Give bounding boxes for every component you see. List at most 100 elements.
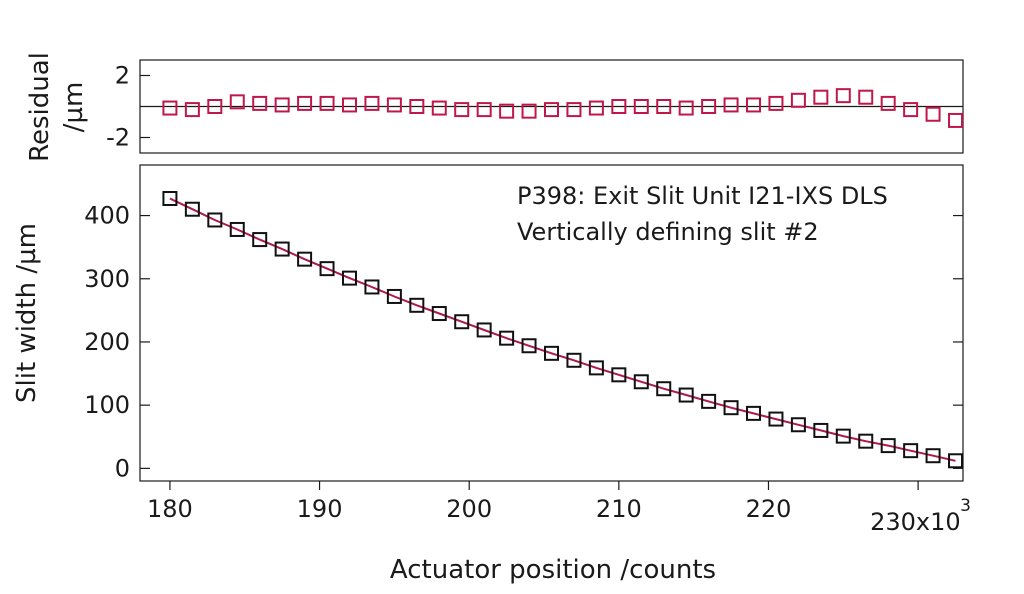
residual-panel: 2 -2 Residual /µm: [25, 52, 964, 162]
data-marker: [813, 422, 829, 438]
x-tick-label: 190: [297, 495, 343, 523]
residual-marker: [948, 112, 964, 128]
data-marker: [386, 288, 402, 304]
residual-marker: [588, 100, 604, 116]
x-axis-label: Actuator position /counts: [390, 555, 716, 585]
data-marker: [656, 381, 672, 397]
annotation-line1: P398: Exit Slit Unit I21-IXS DLS: [517, 182, 888, 210]
x-tick-label: 200: [446, 495, 492, 523]
data-marker: [499, 330, 515, 346]
residual-marker: [566, 102, 582, 118]
data-marker: [521, 338, 537, 354]
residual-marker: [656, 99, 672, 114]
residual-marker: [723, 97, 739, 113]
residual-marker: [746, 97, 762, 113]
data-marker: [544, 345, 559, 361]
data-marker: [903, 443, 919, 459]
residual-marker: [701, 99, 717, 114]
main-y-ticks: 0 100 200 300 400: [84, 202, 963, 482]
data-marker: [207, 212, 223, 228]
residual-marker: [364, 95, 380, 111]
data-marker: [948, 453, 964, 469]
data-marker: [858, 433, 874, 449]
residual-marker: [499, 103, 515, 119]
residual-marker: [297, 95, 313, 111]
residual-marker: [768, 95, 784, 111]
residual-marker: [274, 97, 290, 113]
residual-marker: [880, 95, 896, 111]
main-y-tick-label: 100: [84, 391, 130, 419]
data-marker: [252, 232, 268, 248]
data-marker: [611, 367, 627, 383]
residual-marker: [252, 95, 268, 111]
residual-marker: [409, 99, 425, 114]
data-marker: [364, 279, 380, 295]
residual-marker: [207, 99, 223, 114]
residual-marker: [813, 89, 829, 105]
residual-y-ticks: 2 -2: [106, 62, 150, 152]
residual-marker: [835, 88, 851, 104]
residual-marker: [476, 102, 492, 118]
residual-marker: [611, 99, 627, 114]
data-marker: [880, 438, 896, 454]
data-marker: [297, 251, 313, 267]
data-marker: [319, 261, 335, 277]
data-marker: [925, 448, 941, 464]
data-marker: [274, 241, 290, 257]
data-marker: [162, 190, 178, 206]
fit-curve: [169, 197, 956, 462]
residual-marker: [184, 102, 200, 118]
data-marker: [835, 428, 851, 444]
data-marker: [768, 411, 784, 427]
x-tick-label-last: 230x10: [870, 508, 961, 536]
main-plot-frame: [139, 164, 964, 482]
residual-marker: [521, 103, 537, 119]
data-marker: [701, 393, 717, 409]
residual-marker: [431, 100, 447, 116]
data-marker: [566, 352, 582, 368]
residual-ylabel-line1: Residual: [25, 52, 55, 162]
main-y-tick-label: 200: [84, 328, 130, 356]
data-marker: [678, 387, 694, 403]
residual-marker: [903, 102, 919, 118]
data-marker: [476, 322, 492, 338]
x-tick-label: 180: [147, 495, 193, 523]
residual-marker: [319, 95, 335, 111]
residual-marker: [790, 92, 806, 108]
data-marker: [790, 417, 806, 433]
data-marker: [229, 221, 245, 237]
residual-markers: [162, 88, 964, 128]
main-y-tick-label: 300: [84, 265, 130, 293]
x-tick-label: 220: [746, 495, 792, 523]
main-y-tick-label: 400: [84, 202, 130, 230]
x-tick-label: 210: [596, 495, 642, 523]
residual-y-tick-label: 2: [115, 62, 130, 90]
residual-ylabel-line2: /µm: [59, 82, 89, 133]
main-ylabel: Slit width /µm: [12, 223, 42, 403]
x-tick-exponent: 3: [960, 496, 971, 516]
data-marker: [409, 297, 425, 313]
residual-marker: [386, 97, 402, 113]
data-marker: [633, 374, 649, 390]
data-marker: [746, 405, 762, 421]
main-y-tick-label: 0: [115, 454, 130, 482]
residual-marker: [925, 106, 941, 122]
residual-marker: [341, 97, 357, 113]
residual-marker: [544, 102, 559, 118]
residual-marker: [858, 89, 874, 105]
residual-marker: [162, 100, 178, 116]
main-markers: [162, 190, 964, 469]
residual-y-tick-label: -2: [106, 124, 130, 152]
data-marker: [454, 314, 470, 330]
data-marker: [184, 201, 200, 217]
residual-marker: [229, 94, 245, 110]
data-marker: [588, 360, 604, 376]
data-marker: [341, 270, 357, 286]
annotation-line2: Vertically defining slit #2: [517, 218, 819, 246]
data-marker: [431, 306, 447, 322]
residual-marker: [678, 100, 694, 116]
